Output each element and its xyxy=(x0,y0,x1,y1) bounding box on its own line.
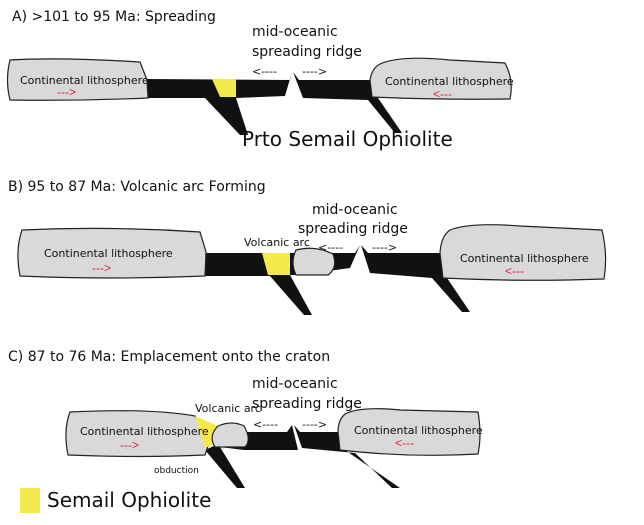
spreading-arrow-right: ----> xyxy=(372,241,397,254)
legend-ophiolite-label: Semail Ophiolite xyxy=(47,488,211,512)
ridge-label-line1: mid-oceanic xyxy=(252,24,338,40)
legend-ophiolite-swatch xyxy=(20,488,40,513)
panel-c-title: C) 87 to 76 Ma: Emplacement onto the cra… xyxy=(8,349,330,365)
spreading-arrow-left: <---- xyxy=(253,418,278,431)
right-continent xyxy=(439,224,607,281)
left-continent xyxy=(65,410,211,458)
left-continent-label: Continental lithosphere xyxy=(44,247,173,260)
ridge-label-line2: spreading ridge xyxy=(298,221,408,237)
right-oceanic-slab xyxy=(293,72,402,133)
left-continent xyxy=(17,227,207,279)
red-arrow-left: <--- xyxy=(395,436,414,450)
volcanic-arc-label: Volcanic arc xyxy=(195,402,261,415)
obduction-label: obduction xyxy=(154,466,199,476)
ridge-label-line2: spreading ridge xyxy=(252,396,362,412)
panel-b-title: B) 95 to 87 Ma: Volcanic arc Forming xyxy=(8,179,266,195)
panel-c: C) 87 to 76 Ma: Emplacement onto the cra… xyxy=(8,349,483,488)
spreading-arrow-left: <---- xyxy=(252,65,277,78)
left-continent-label: Continental lithosphere xyxy=(20,74,149,87)
spreading-arrow-left: <---- xyxy=(318,241,343,254)
volcanic-arc xyxy=(292,247,336,276)
right-oceanic-slab xyxy=(361,245,470,312)
panel-b: B) 95 to 87 Ma: Volcanic arc Forming Con… xyxy=(8,179,607,315)
panel-a: A) >101 to 95 Ma: Spreading Continental … xyxy=(6,9,514,151)
right-oceanic-slab xyxy=(294,425,400,488)
spreading-arrow-right: ----> xyxy=(302,418,327,431)
red-arrow-right: ---> xyxy=(92,261,111,275)
volcanic-arc xyxy=(211,422,249,448)
right-continent-label: Continental lithosphere xyxy=(354,424,483,437)
right-continent-label: Continental lithosphere xyxy=(385,75,514,88)
left-oceanic-slab xyxy=(147,72,292,135)
volcanic-arc-label: Volcanic arc xyxy=(244,236,310,249)
panel-a-title: A) >101 to 95 Ma: Spreading xyxy=(12,9,216,25)
ridge-label-line1: mid-oceanic xyxy=(312,202,398,218)
proto-ophiolite-caption: Prto Semail Ophiolite xyxy=(242,127,453,151)
right-continent-label: Continental lithosphere xyxy=(460,252,589,265)
ridge-label-line1: mid-oceanic xyxy=(252,376,338,392)
ridge-label-line2: spreading ridge xyxy=(252,44,362,60)
left-continent-label: Continental lithosphere xyxy=(80,425,209,438)
legend: Semail Ophiolite xyxy=(20,488,211,513)
ophiolite-block xyxy=(262,253,290,275)
left-continent xyxy=(6,58,149,101)
spreading-arrow-right: ----> xyxy=(302,65,327,78)
ophiolite-block xyxy=(212,79,236,97)
right-continent xyxy=(337,408,481,456)
red-arrow-right: ---> xyxy=(57,85,76,99)
red-arrow-left: <--- xyxy=(505,264,524,278)
red-arrow-right: ---> xyxy=(120,438,139,452)
red-arrow-left: <--- xyxy=(433,87,452,101)
right-continent xyxy=(369,57,512,100)
